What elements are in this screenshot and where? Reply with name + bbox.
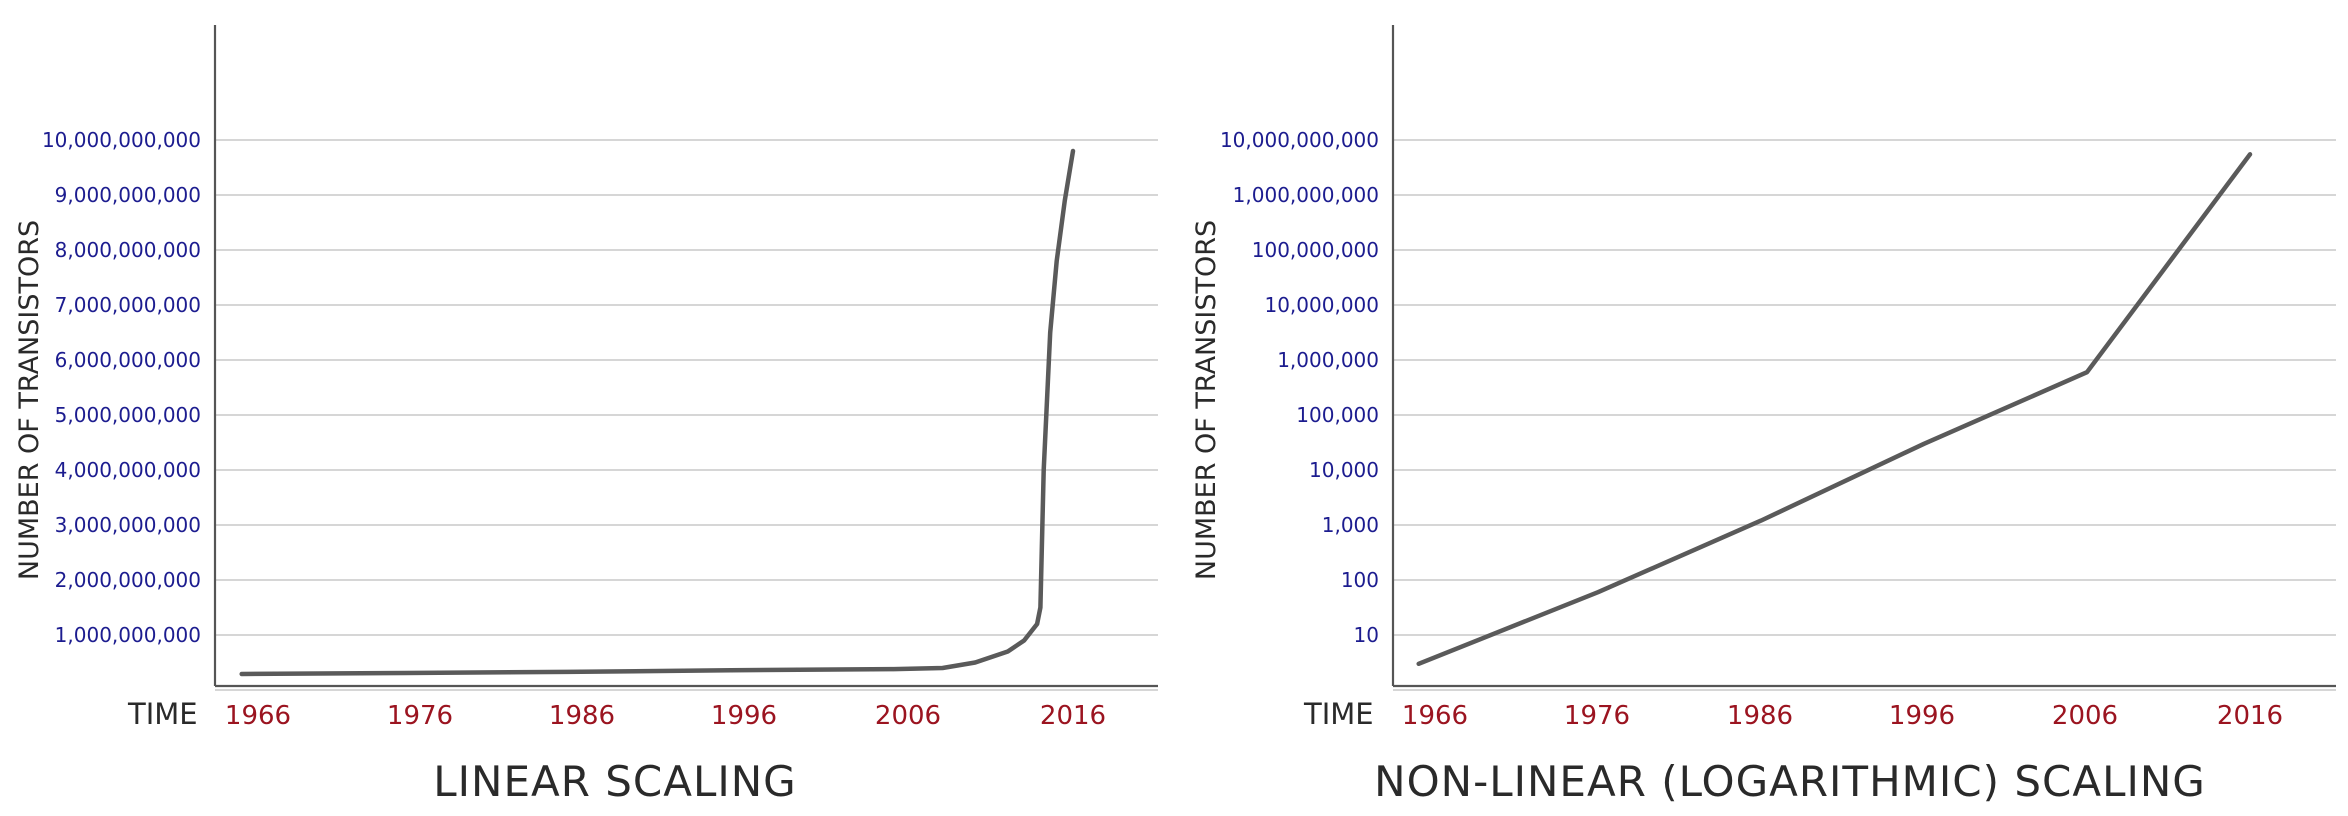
chart-title: NON-LINEAR (LOGARITHMIC) SCALING (1374, 757, 2206, 806)
y-tick-label: 1,000 (1322, 513, 1379, 537)
y-tick-label: 10 (1354, 623, 1379, 647)
chart-linear: 1,000,000,000 2,000,000,000 3,000,000,000 4… (14, 25, 1158, 806)
x-tick-label: 1996 (1889, 701, 1955, 731)
y-tick-label: 5,000,000,000 (55, 403, 201, 427)
x-tick-label: 1986 (1727, 701, 1793, 731)
y-tick-label: 100,000 (1296, 403, 1379, 427)
y-axis-label: NUMBER OF TRANSISTORS (14, 220, 45, 580)
y-tick-label: 1,000,000,000 (1233, 183, 1379, 207)
x-tick-label: 2016 (2217, 701, 2283, 731)
y-tick-label: 100,000,000 (1252, 238, 1379, 262)
x-axis-label: TIME (1303, 697, 1374, 731)
y-tick-label: 10,000,000 (1264, 293, 1379, 317)
y-tick-label: 9,000,000,000 (55, 183, 201, 207)
series-line (1416, 152, 2253, 667)
y-tick-label: 6,000,000,000 (55, 348, 201, 372)
y-tick-label: 1,000,000 (1277, 348, 1379, 372)
chart-logarithmic: 10 100 1,000 10,000 100,000 1,000,000 10,000,0… (1191, 25, 2336, 806)
y-tick-label: 100 (1341, 568, 1379, 592)
x-tick-label: 2006 (2052, 701, 2118, 731)
chart-title: LINEAR SCALING (433, 757, 796, 806)
x-tick-label: 1986 (549, 701, 615, 731)
x-tick-label: 1996 (711, 701, 777, 731)
y-tick-label: 10,000,000,000 (42, 128, 201, 152)
x-tick-labels: 1966 1976 1986 1996 2006 2016 (225, 701, 1106, 731)
y-tick-label: 7,000,000,000 (55, 293, 201, 317)
x-tick-label: 2016 (1040, 701, 1106, 731)
y-tick-label: 3,000,000,000 (55, 513, 201, 537)
x-tick-label: 1966 (1402, 701, 1468, 731)
series-line (239, 148, 1076, 677)
y-tick-label: 2,000,000,000 (55, 568, 201, 592)
x-tick-label: 1976 (387, 701, 453, 731)
x-tick-labels: 1966 1976 1986 1996 2006 2016 (1402, 701, 2283, 731)
y-tick-label: 1,000,000,000 (55, 623, 201, 647)
x-tick-label: 2006 (875, 701, 941, 731)
y-tick-label: 4,000,000,000 (55, 458, 201, 482)
y-tick-labels: 1,000,000,000 2,000,000,000 3,000,000,000 4… (42, 128, 201, 647)
x-tick-label: 1976 (1564, 701, 1630, 731)
y-tick-label: 10,000 (1309, 458, 1379, 482)
y-tick-label: 8,000,000,000 (55, 238, 201, 262)
grid-lines (1393, 139, 2336, 691)
y-tick-label: 10,000,000,000 (1220, 128, 1379, 152)
grid-lines (215, 139, 1158, 691)
x-axis-label: TIME (127, 697, 198, 731)
x-tick-label: 1966 (225, 701, 291, 731)
y-tick-labels: 10 100 1,000 10,000 100,000 1,000,000 10,000,0… (1220, 128, 1379, 647)
y-axis-label: NUMBER OF TRANSISTORS (1191, 220, 1222, 580)
